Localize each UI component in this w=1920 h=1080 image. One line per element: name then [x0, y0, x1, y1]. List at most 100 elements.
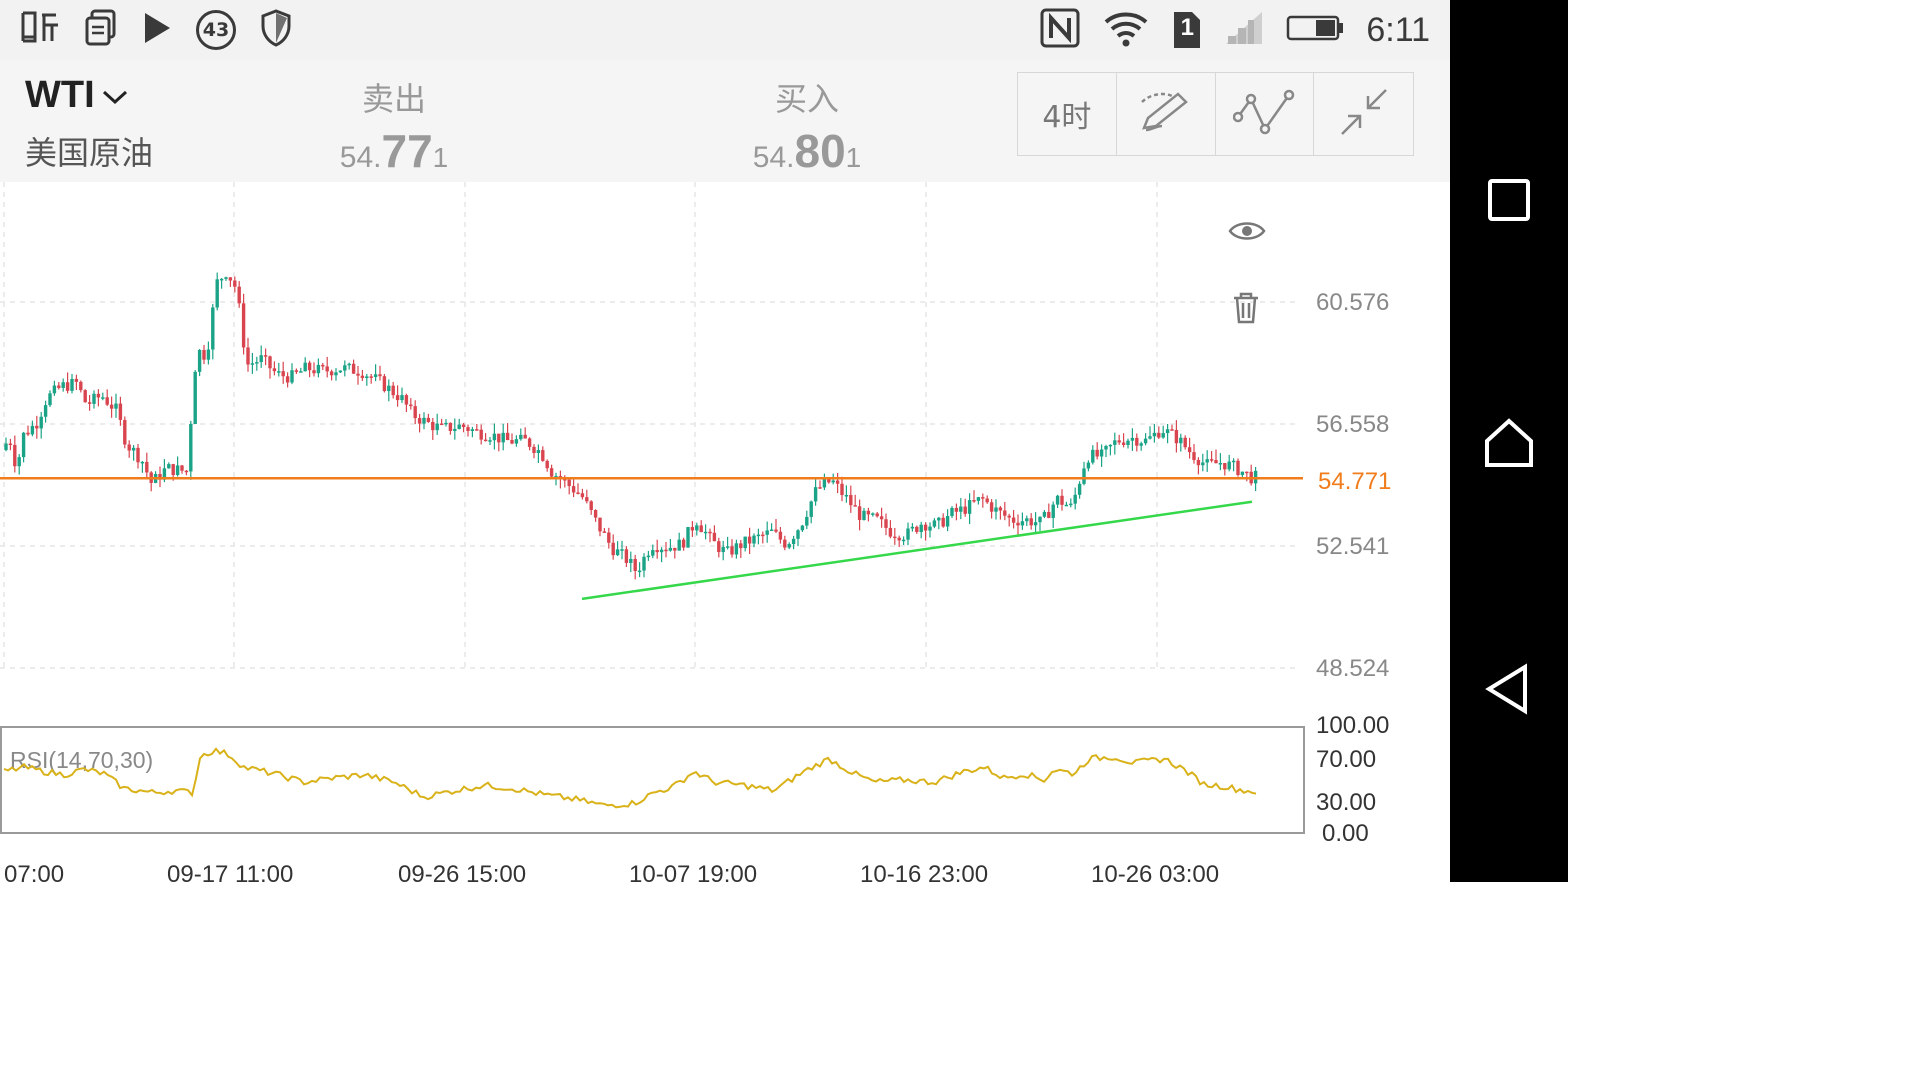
candle-body: [928, 526, 932, 531]
candle-body: [818, 487, 822, 489]
battery-icon: [1286, 13, 1344, 47]
candle-body: [79, 381, 83, 391]
candle-body: [532, 446, 536, 454]
eye-icon[interactable]: [1228, 222, 1266, 240]
candle-body: [611, 542, 615, 556]
candle-body: [17, 457, 21, 467]
candle-body: [1196, 459, 1201, 466]
candle-body: [369, 376, 373, 378]
candle-body: [1121, 442, 1126, 445]
candle-body: [607, 532, 611, 543]
collapse-button[interactable]: [1314, 73, 1413, 155]
back-triangle-icon: [1485, 663, 1527, 715]
status-bar: 43 1 6:11: [0, 0, 1450, 60]
candle-body: [96, 393, 101, 398]
candle-body: [813, 487, 818, 502]
chart-toolbar: 4时: [1017, 72, 1414, 156]
candle-body: [1161, 433, 1165, 438]
candle-body: [114, 403, 118, 409]
sell-label: 卖出: [361, 80, 426, 118]
candle-body: [703, 531, 708, 534]
candle-body: [580, 493, 585, 498]
candle-body: [417, 418, 422, 424]
candle-body: [329, 371, 334, 376]
y-tick-1: 60.576: [1316, 289, 1389, 316]
candle-body: [193, 371, 197, 425]
buy-price-main: 80: [794, 125, 846, 177]
candle-body: [743, 536, 747, 549]
candle-body: [805, 516, 809, 526]
candle-body: [893, 536, 897, 539]
candle-body: [1077, 483, 1082, 495]
candle-body: [312, 370, 316, 374]
candle-body: [708, 531, 712, 534]
candle-body: [4, 443, 8, 451]
candle-body: [1130, 437, 1135, 441]
candle-body: [197, 349, 202, 372]
candle-body: [549, 468, 554, 477]
home-button[interactable]: [1450, 388, 1568, 498]
candle-body: [651, 550, 655, 556]
candle-body: [761, 534, 765, 537]
candle-body: [1187, 447, 1192, 453]
candle-body: [963, 506, 967, 514]
candle-body: [690, 527, 695, 531]
trash-icon[interactable]: [1234, 292, 1258, 324]
candle-body: [945, 516, 950, 527]
x-tick-3: 09-26 15:00: [398, 861, 526, 882]
candle-body: [334, 372, 338, 376]
candle-body: [1157, 432, 1161, 438]
candle-body: [681, 539, 686, 548]
buy-quote[interactable]: 买入 54.801: [707, 74, 907, 178]
candle-body: [510, 440, 514, 444]
candle-body: [457, 424, 461, 429]
candle-body: [1205, 459, 1209, 463]
candle-body: [602, 531, 607, 533]
candle-body: [13, 444, 17, 467]
candle-body: [426, 417, 431, 422]
candle-body: [686, 527, 690, 548]
price-chart[interactable]: 60.576 56.558 52.541 48.524 54.771 RSI(1…: [0, 182, 1450, 882]
candle-body: [356, 373, 360, 376]
symbol-selector[interactable]: WTI: [25, 74, 129, 117]
candle-body: [1003, 510, 1007, 516]
candle-body: [835, 480, 840, 484]
period-button[interactable]: 4时: [1018, 73, 1117, 155]
rsi-tick-3: 30.00: [1316, 789, 1376, 816]
candle-body: [241, 303, 246, 348]
recents-button[interactable]: [1450, 145, 1568, 255]
candle-body: [101, 397, 105, 399]
buy-price: 54.801: [707, 124, 907, 178]
indicator-button[interactable]: [1216, 73, 1315, 155]
shield-icon: [260, 9, 292, 51]
candle-body: [853, 505, 857, 507]
candle-body: [246, 347, 250, 365]
candle-body: [131, 447, 136, 451]
candle-body: [1113, 440, 1117, 445]
candle-body: [747, 536, 752, 544]
signal-icon: [1224, 10, 1264, 50]
candle-body: [712, 532, 717, 542]
candle-body: [778, 531, 783, 540]
sim-label: 1: [1180, 14, 1195, 41]
candle-body: [497, 433, 501, 443]
candle-body: [228, 277, 233, 281]
candle-body: [1245, 471, 1249, 474]
back-button[interactable]: [1450, 634, 1568, 744]
candle-body: [541, 450, 545, 461]
candle-body: [981, 497, 985, 499]
sell-quote[interactable]: 卖出 54.771: [294, 74, 494, 178]
candle-body: [92, 393, 96, 404]
draw-button[interactable]: [1117, 73, 1216, 155]
wifi-icon: [1102, 8, 1150, 52]
candle-body: [1223, 463, 1227, 470]
candle-body: [461, 424, 466, 428]
candle-body: [338, 370, 343, 373]
candle-body: [1016, 522, 1020, 526]
candle-body: [871, 513, 875, 515]
candle-body: [303, 362, 307, 372]
candle-body: [140, 461, 145, 464]
candle-body: [800, 525, 805, 531]
sell-price-suffix: 1: [432, 142, 449, 173]
candle-body: [505, 432, 510, 441]
